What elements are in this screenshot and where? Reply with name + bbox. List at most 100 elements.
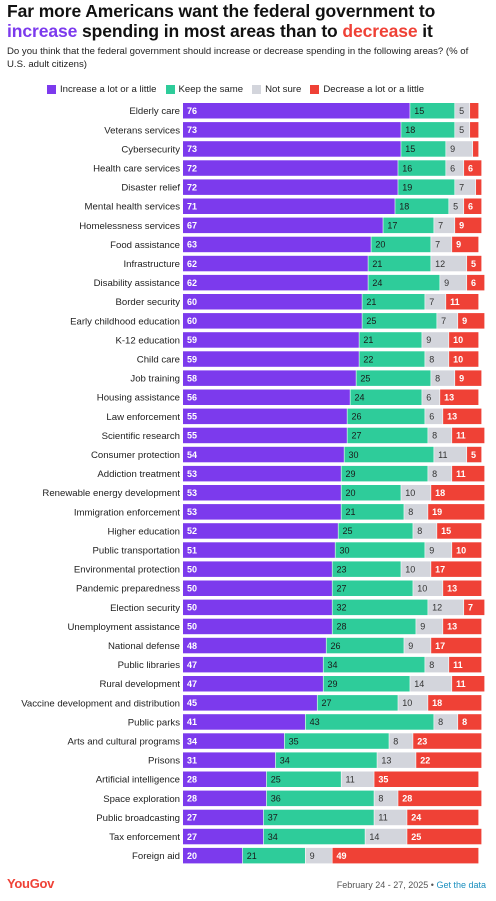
value-label: 6 [471, 278, 476, 288]
bar-segment-increase [183, 255, 368, 272]
bar-segment-increase [183, 828, 264, 845]
value-label: 25 [411, 832, 421, 842]
bar-segment-decrease [473, 141, 479, 157]
value-label: 18 [435, 488, 445, 498]
bar-segment-increase [183, 427, 347, 444]
value-label: 71 [187, 201, 197, 211]
bar-segment-same [368, 255, 431, 272]
bar-segment-increase [183, 504, 341, 520]
yougov-logo: YouGov [7, 876, 55, 891]
bar-segment-decrease [452, 236, 479, 253]
value-label: 26 [351, 412, 361, 422]
value-label: 25 [360, 373, 370, 383]
value-label: 9 [459, 373, 464, 383]
bar-segment-increase [183, 274, 368, 291]
value-label: 26 [331, 641, 341, 651]
bar-segment-decrease [440, 389, 479, 405]
value-label: 15 [441, 526, 451, 536]
bar-segment-decrease [467, 446, 482, 463]
bar-row: Higher education 52 25 8 15 [107, 523, 482, 539]
bar-segment-decrease [452, 542, 482, 558]
value-label: 8 [438, 717, 443, 727]
value-label: 14 [369, 832, 379, 842]
value-label: 9 [456, 240, 461, 250]
value-label: 73 [187, 144, 197, 154]
bar-row: Food assistance 63 20 7 9 [110, 236, 479, 253]
value-label: 76 [187, 106, 197, 116]
value-label: 41 [187, 717, 197, 727]
value-label: 11 [378, 813, 387, 823]
value-label: 34 [328, 660, 338, 670]
category-label: Artificial intelligence [96, 775, 180, 786]
bar-row: Elderly care 76 15 5 [129, 103, 479, 119]
bar-segment-increase [183, 618, 332, 635]
get-the-data-link[interactable]: Get the data [436, 880, 486, 890]
legend-item-increase: Increase a lot or a little [47, 84, 157, 95]
bar-row: National defense 48 26 9 17 [108, 637, 482, 654]
bar-segment-increase [183, 485, 341, 501]
bar-segment-decrease [428, 504, 485, 520]
bar-segment-decrease [470, 122, 479, 138]
bar-segment-not-sure [425, 656, 449, 673]
legend-item-not-sure: Not sure [252, 84, 301, 95]
value-label: 9 [426, 335, 431, 345]
bar-segment-increase [183, 141, 401, 157]
bar-segment-not-sure [377, 752, 416, 768]
bar-row: Infrastructure 62 21 12 5 [123, 255, 482, 272]
bar-segment-decrease [467, 274, 485, 291]
value-label: 6 [468, 163, 473, 173]
bar-row: Public transportation 51 30 9 10 [93, 542, 482, 558]
bar-segment-not-sure [434, 714, 458, 730]
bar-row: Artificial intelligence 28 25 11 35 [96, 771, 479, 787]
value-label: 8 [417, 526, 422, 536]
category-label: Environmental protection [74, 565, 180, 576]
category-label: Consumer protection [91, 450, 180, 461]
bar-segment-not-sure [305, 847, 332, 864]
bar-segment-same [284, 733, 389, 749]
chart-title: Far more Americans want the federal gove… [7, 1, 491, 41]
category-label: Tax enforcement [109, 832, 180, 843]
bar-segment-not-sure [437, 313, 458, 329]
bar-segment-same [344, 446, 434, 463]
category-label: Border security [115, 297, 180, 308]
value-label: 23 [417, 736, 427, 746]
value-label: 24 [372, 278, 382, 288]
bar-segment-not-sure [413, 523, 437, 539]
bar-segment-decrease [416, 752, 482, 768]
value-label: 21 [247, 851, 257, 861]
bar-segment-decrease [431, 485, 485, 501]
bar-segment-same [335, 542, 425, 558]
legend-label: Decrease a lot or a little [323, 83, 425, 95]
bar-segment-decrease [452, 427, 485, 444]
bar-segment-not-sure [434, 446, 467, 463]
value-label: 50 [187, 622, 197, 632]
bar-segment-same [263, 809, 374, 826]
value-label: 55 [187, 412, 197, 422]
value-label: 10 [453, 354, 463, 364]
value-label: 28 [187, 794, 197, 804]
bar-segment-decrease [449, 351, 479, 367]
bar-segment-decrease [428, 695, 482, 711]
value-label: 5 [471, 450, 476, 460]
value-label: 9 [420, 622, 425, 632]
value-label: 20 [187, 851, 197, 861]
category-label: Renewable energy development [42, 488, 180, 499]
bar-segment-same [266, 790, 374, 807]
bar-segment-not-sure [449, 198, 464, 214]
value-label: 51 [187, 545, 197, 555]
value-label: 10 [402, 698, 412, 708]
category-label: National defense [108, 641, 180, 652]
bar-segment-increase [183, 179, 398, 195]
value-label: 59 [187, 354, 197, 364]
value-label: 17 [435, 641, 445, 651]
value-label: 8 [393, 736, 398, 746]
category-label: Disability assistance [94, 278, 180, 289]
bar-segment-increase [183, 160, 398, 176]
value-label: 7 [435, 240, 440, 250]
bar-segment-same [341, 485, 401, 501]
value-label: 63 [187, 240, 197, 250]
value-label: 67 [187, 221, 197, 231]
legend-swatch [252, 84, 262, 94]
bar-segment-not-sure [446, 160, 464, 176]
value-label: 15 [414, 106, 424, 116]
